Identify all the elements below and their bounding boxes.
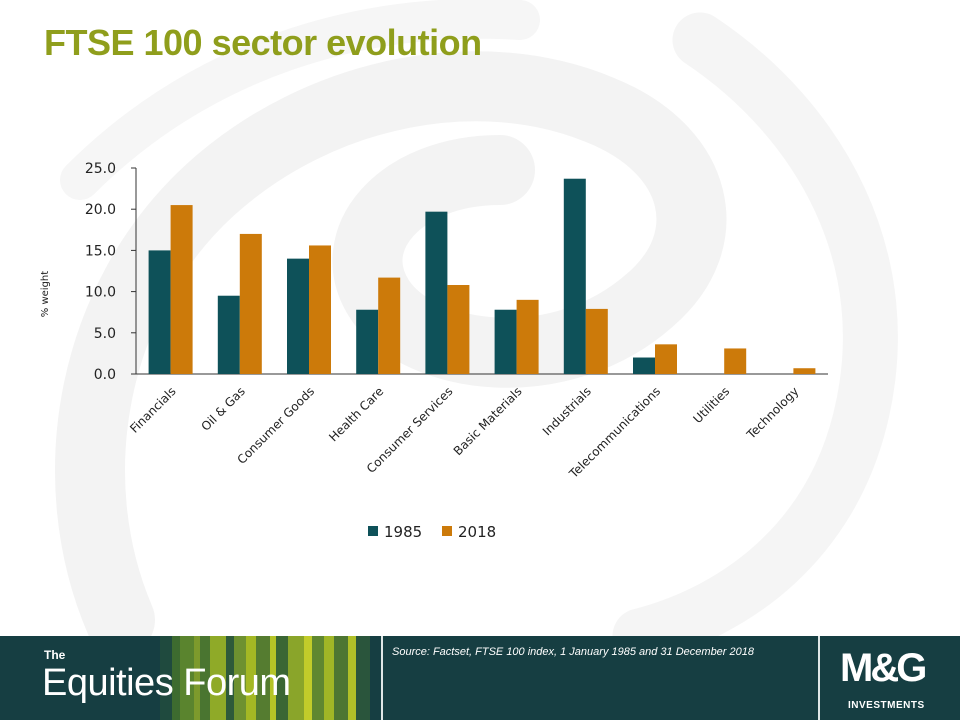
bar-2018-financials xyxy=(170,205,193,374)
bar-2018-consumer-services xyxy=(447,285,470,374)
logo-subtitle: INVESTMENTS xyxy=(848,700,925,711)
category-label: Basic Materials xyxy=(451,384,525,458)
y-tick-label: 15.0 xyxy=(85,243,116,259)
legend-swatch-1985 xyxy=(368,526,378,536)
sector-bar-chart: 0.0 5.0 10.0 15.0 20.0 25.0 Financials Oil & G… xyxy=(40,161,828,541)
footer-stripes xyxy=(160,636,380,720)
mg-logo: M&G INVESTMENTS xyxy=(822,636,960,720)
category-label: Health Care xyxy=(326,384,386,444)
category-label: Consumer Goods xyxy=(234,384,317,467)
legend: 1985 2018 xyxy=(368,523,496,541)
bar-1985-telecommunications xyxy=(633,357,655,374)
category-label: Technology xyxy=(743,384,801,442)
brand-the: The xyxy=(44,648,66,662)
bar-1985-consumer-goods xyxy=(287,258,309,374)
bar-1985-industrials xyxy=(563,178,586,374)
y-tick-label: 25.0 xyxy=(85,161,116,177)
bar-1985-financials xyxy=(148,250,171,374)
y-tick-label: 5.0 xyxy=(94,326,116,342)
bar-2018-basic-materials xyxy=(516,299,539,374)
legend-swatch-2018 xyxy=(442,526,452,536)
slide-title: FTSE 100 sector evolution xyxy=(44,22,482,63)
category-label: Industrials xyxy=(540,384,594,438)
bar-2018-health-care xyxy=(378,277,401,374)
footer-divider xyxy=(818,636,820,720)
y-tick-label: 10.0 xyxy=(85,285,116,301)
y-tick-label: 0.0 xyxy=(94,367,116,383)
bar-1985-health-care xyxy=(356,309,379,374)
bar-2018-utilities xyxy=(724,348,747,374)
y-axis-label: % weight xyxy=(40,271,51,317)
footer-divider xyxy=(381,636,383,720)
bar-2018-telecommunications xyxy=(655,344,677,374)
y-tick-label: 20.0 xyxy=(85,202,116,218)
category-label: Oil & Gas xyxy=(198,384,248,434)
logo-mark: M&G xyxy=(840,646,927,690)
bar-1985-oil-gas xyxy=(217,295,240,374)
bar-2018-industrials xyxy=(585,308,608,374)
bar-1985-consumer-services xyxy=(425,211,448,374)
bar-2018-technology xyxy=(793,368,816,374)
legend-label-2018: 2018 xyxy=(458,523,496,541)
footer: The Equities Forum Source: Factset, FTSE… xyxy=(0,636,960,720)
bar-2018-consumer-goods xyxy=(309,245,331,374)
bar-1985-basic-materials xyxy=(494,309,517,374)
bar-2018-oil-gas xyxy=(239,233,262,374)
category-label: Financials xyxy=(127,384,178,435)
legend-label-1985: 1985 xyxy=(384,523,422,541)
category-label: Utilities xyxy=(690,384,732,426)
source-note: Source: Factset, FTSE 100 index, 1 Janua… xyxy=(392,646,754,658)
brand-equities-forum: Equities Forum xyxy=(42,662,291,704)
